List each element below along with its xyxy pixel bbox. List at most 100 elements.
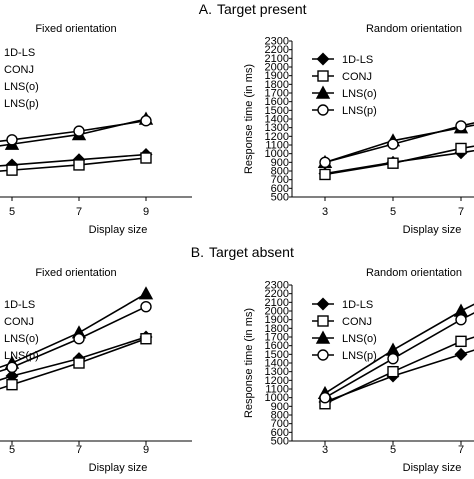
legend-marker [317,349,329,361]
series-line-conj [324,145,474,176]
x-axis-label: Display size [403,224,462,236]
x-tick-label: 7 [458,444,464,456]
series-line-conj [0,157,147,172]
x-tick-label: 5 [390,206,396,218]
chart-panel-2: Random orientation 5006007008009001000110… [243,23,474,236]
y-tick-label: 1800 [265,323,289,335]
data-point-lns-p- [73,333,85,345]
legend-marker [317,315,329,327]
series-group [317,303,474,410]
y-tick-label: 800 [271,410,289,422]
x-tick-label: 5 [9,444,15,456]
chart-panel-1: Fixed orientation 5 7 9 Display size 1D-LS CON… [0,23,192,236]
series-line-lns-o- [324,303,474,395]
legend: 1D-LS CONJ LNS(o) LNS(p) [4,47,39,110]
y-tick-label: 1900 [265,314,289,326]
x-tick-label: 3 [322,444,328,456]
legend: 1D-LS CONJ LNS(o) LNS(p) [312,52,377,117]
y-tick-label: 1900 [265,70,289,82]
y-tick-label: 1200 [265,375,289,387]
series-line-lns-o- [324,124,474,164]
legend: 1D-LS CONJ LNS(o) LNS(p) [312,297,377,362]
series-line-1d-ls [324,349,474,403]
data-point-lns-p- [455,313,467,326]
section-a-title: Target present [217,1,307,17]
section-b-title: Target absent [209,244,294,260]
data-point-lns-p- [455,120,467,132]
legend-label: CONJ [342,316,372,328]
y-tick-label: 2000 [265,62,289,74]
y-tick-label: 700 [271,174,289,186]
y-tick-label: 1300 [265,366,289,378]
legend-label: LNS(p) [342,350,377,362]
series-line-1d-ls [0,336,147,381]
panel-title: Fixed orientation [35,267,116,279]
y-tick-label: 2200 [265,44,289,56]
y-tick-label: 700 [271,418,289,430]
legend-label: 1D-LS [342,54,373,66]
legend-label: CONJ [4,64,34,76]
data-point-conj [319,168,331,181]
y-tick-label: 600 [271,427,289,439]
section-b-letter: B. [191,244,204,260]
x-tick-label: 9 [143,444,149,456]
legend-marker [315,330,331,344]
data-point-conj [73,357,85,369]
series-line-1d-ls [324,149,474,175]
series-group [0,111,154,176]
y-tick-label: 1000 [265,392,289,404]
panel-title: Fixed orientation [35,23,116,35]
legend-marker [315,85,331,99]
x-tick-label: 7 [76,444,82,456]
legend-marker [317,104,329,116]
legend-marker [316,52,330,66]
panel-title: Random orientation [366,23,462,35]
y-tick-label: 900 [271,401,289,413]
data-point-conj [73,159,85,171]
series-line-lns-p- [0,119,147,143]
legend-label: LNS(p) [4,98,39,110]
y-tick-label: 1400 [265,114,289,126]
legend: 1D-LS CONJ LNS(o) LNS(p) [4,299,39,362]
y-tick-label: 2000 [265,306,289,318]
series-line-conj [324,336,474,405]
data-point-lns-o- [138,286,154,300]
y-tick-label: 1600 [265,340,289,352]
x-axis-label: Display size [89,462,148,474]
data-point-conj [387,365,399,378]
data-point-conj [387,157,399,169]
y-tick-label: 1800 [265,79,289,91]
series-line-lns-p- [324,312,474,399]
y-tick-label: 1200 [265,131,289,143]
y-axis-label: Response time (in ms) [243,64,255,174]
x-tick-label: 5 [9,206,15,218]
series-line-lns-o- [0,292,147,369]
y-axis-label: Response time (in ms) [243,308,255,418]
x-tick-label: 3 [322,206,328,218]
series-line-conj [0,337,147,390]
y-tick-label: 2300 [265,36,289,48]
data-point-lns-p- [387,352,399,365]
data-point-conj [455,142,467,155]
y-tick-label: 1100 [265,384,289,396]
chart-panel-4: Random orientation 5006007008009001000110… [243,267,474,474]
legend-label: LNS(p) [4,350,39,362]
y-tick-label: 500 [271,192,289,204]
x-axis-label: Display size [403,462,462,474]
data-point-lns-p- [319,391,331,404]
y-tick-label: 1500 [265,105,289,117]
series-line-lns-p- [324,122,474,164]
data-point-lns-p- [6,361,18,374]
y-tick-label: 1100 [265,140,289,152]
data-point-lns-p- [6,134,18,146]
section-a-letter: A. [199,1,212,17]
panel-title: Random orientation [366,267,462,279]
series-group [317,120,474,181]
x-axis-label: Display size [89,224,148,236]
data-point-conj [6,164,18,176]
y-tick-label: 2200 [265,288,289,300]
y-tick-label: 2300 [265,280,289,292]
legend-marker [317,70,329,82]
legend-label: LNS(o) [342,333,377,345]
data-point-conj [140,152,152,164]
